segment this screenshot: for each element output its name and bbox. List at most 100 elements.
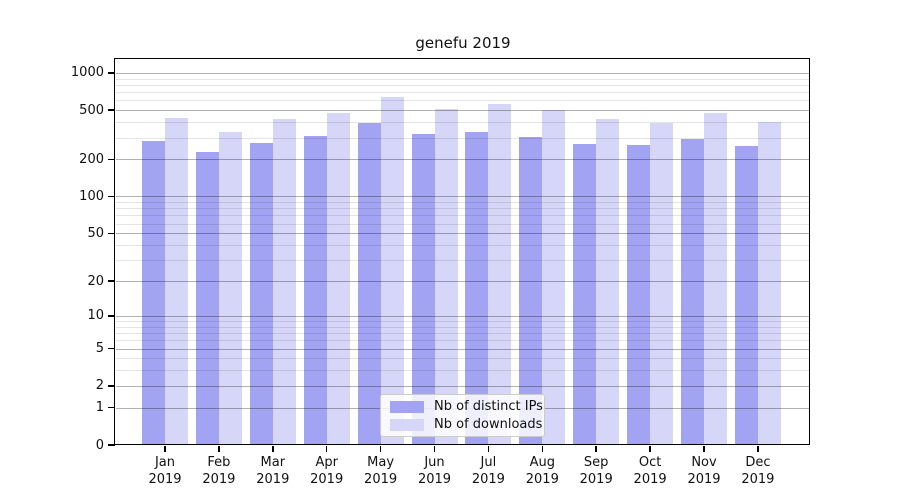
legend: Nb of distinct IPs Nb of downloads	[380, 394, 545, 437]
gridline-major	[116, 72, 810, 74]
gridline-minor	[116, 208, 810, 210]
bar-nb-of-distinct-ips	[249, 142, 273, 445]
y-tick	[108, 406, 115, 409]
gridline-major	[116, 110, 810, 112]
bar-nb-of-downloads	[380, 97, 404, 445]
bar-nb-of-distinct-ips	[519, 137, 543, 445]
bar-nb-of-distinct-ips	[573, 143, 597, 445]
y-tick	[108, 72, 115, 74]
x-tick	[379, 446, 382, 452]
legend-label-distinct-ips: Nb of distinct IPs	[434, 398, 543, 414]
gridline-minor	[116, 340, 810, 342]
bar-nb-of-distinct-ips	[357, 123, 381, 445]
bar-nb-of-downloads	[326, 112, 350, 445]
y-tick	[108, 315, 115, 317]
y-tick	[108, 347, 115, 350]
x-tick-label: Oct 2019	[633, 455, 667, 487]
bar-nb-of-downloads	[165, 117, 188, 445]
x-tick-label: May 2019	[364, 455, 398, 487]
y-tick-label: 50	[87, 225, 104, 241]
x-tick-label: Feb 2019	[202, 455, 236, 487]
bar-nb-of-downloads	[272, 119, 296, 445]
bar-nb-of-distinct-ips	[142, 140, 165, 445]
y-tick-label: 100	[79, 188, 104, 204]
y-tick-label: 0	[95, 437, 104, 453]
bar-nb-of-distinct-ips	[734, 145, 758, 445]
gridline-major	[116, 315, 810, 317]
x-tick-label: Jun 2019	[417, 455, 452, 487]
bar-nb-of-distinct-ips	[303, 135, 327, 445]
y-tick-label: 1	[95, 400, 104, 416]
x-tick-label: Dec 2019	[741, 455, 775, 487]
legend-item-downloads: Nb of downloads	[390, 417, 542, 432]
gridline-major	[116, 281, 810, 283]
bar-nb-of-distinct-ips	[627, 145, 651, 445]
gridline-minor	[116, 122, 810, 124]
x-tick	[649, 446, 651, 452]
x-tick	[757, 446, 759, 452]
gridline-major	[116, 348, 810, 350]
gridline-major	[116, 196, 810, 198]
gridline-minor	[116, 326, 810, 328]
x-tick-label: Jan 2019	[148, 455, 182, 487]
x-tick-label: Nov 2019	[687, 455, 721, 487]
gridline-minor	[116, 100, 810, 102]
y-tick-label: 20	[87, 273, 104, 289]
bar-nb-of-distinct-ips	[411, 134, 435, 445]
x-tick-label: Jul 2019	[471, 455, 505, 487]
x-tick-label: Mar 2019	[256, 455, 290, 487]
x-tick	[325, 446, 328, 452]
gridline-minor	[116, 333, 810, 335]
x-tick	[487, 446, 490, 452]
y-tick-label: 500	[79, 102, 104, 118]
y-tick	[108, 280, 115, 282]
gridline-minor	[116, 260, 810, 262]
legend-item-distinct-ips: Nb of distinct IPs	[390, 399, 543, 414]
gridline-minor	[116, 370, 810, 372]
bar-nb-of-distinct-ips	[681, 139, 704, 445]
gridline-minor	[116, 321, 810, 322]
bar-nb-of-downloads	[218, 132, 242, 445]
y-tick-label: 5	[95, 341, 104, 356]
y-tick-label: 200	[79, 151, 104, 167]
gridline-minor	[116, 215, 810, 217]
x-tick	[595, 446, 597, 452]
legend-label-downloads: Nb of downloads	[434, 416, 543, 432]
x-tick	[218, 446, 220, 452]
legend-swatch-distinct-ips	[390, 400, 424, 413]
bar-nb-of-distinct-ips	[465, 131, 489, 445]
x-tick	[164, 446, 166, 452]
y-tick-label: 1000	[70, 65, 104, 81]
bar-nb-of-downloads	[434, 108, 458, 445]
gridline-major	[116, 159, 810, 161]
chart-title: genefu 2019	[415, 34, 511, 52]
x-tick-label: Aug 2019	[525, 455, 559, 487]
gridline-minor	[116, 78, 810, 80]
x-tick	[272, 446, 274, 452]
bar-nb-of-downloads	[596, 119, 620, 445]
y-tick	[108, 385, 115, 387]
gridline-minor	[116, 84, 810, 86]
x-tick-label: Sep 2019	[579, 455, 613, 487]
y-tick	[108, 444, 115, 446]
gridline-minor	[116, 358, 810, 360]
x-tick	[433, 446, 436, 452]
y-tick	[108, 195, 115, 198]
y-tick	[108, 158, 115, 161]
y-tick	[108, 232, 115, 234]
bar-nb-of-downloads	[542, 110, 566, 445]
bar-nb-of-downloads	[488, 104, 512, 445]
gridline-minor	[116, 202, 810, 204]
gridline-minor	[116, 137, 810, 139]
bar-nb-of-downloads	[757, 122, 781, 445]
gridline-minor	[116, 223, 810, 225]
y-tick-label: 10	[87, 308, 104, 324]
bar-nb-of-distinct-ips	[195, 151, 219, 445]
bar-nb-of-downloads	[704, 113, 727, 445]
y-tick-label: 2	[95, 378, 104, 394]
gridline-minor	[116, 92, 810, 94]
gridline-minor	[116, 245, 810, 246]
x-tick	[541, 446, 544, 452]
gridline-major	[116, 385, 810, 387]
